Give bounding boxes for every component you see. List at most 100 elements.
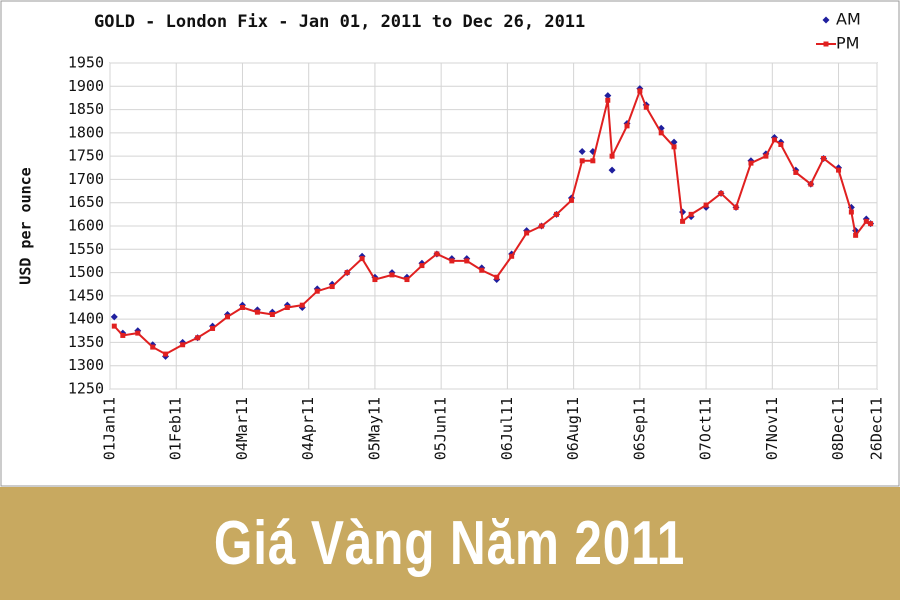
legend-label: PM [836,34,859,53]
point [688,211,694,217]
point [120,332,126,338]
x-tick-label: 06Sep11 [630,397,648,460]
y-tick-label: 1650 [68,193,104,211]
x-tick-label: 01Jan11 [101,397,119,460]
point [643,104,649,110]
y-tick-label: 1350 [68,333,104,351]
x-tick-label: 06Aug11 [564,397,582,460]
point [225,314,231,320]
point [269,311,275,317]
point [372,277,378,283]
point [314,288,320,294]
point [568,197,574,203]
y-tick-label: 1450 [68,286,104,304]
point [111,323,117,329]
legend-label: AM [836,10,861,29]
y-tick-label: 1600 [68,217,104,235]
point [848,209,854,215]
point [404,277,410,283]
point [868,221,874,227]
point [479,267,485,273]
y-tick-label: 1400 [68,310,104,328]
point [578,147,586,155]
point [658,130,664,136]
point [195,335,201,341]
point [135,330,141,336]
legend-marker [823,41,829,47]
point [494,274,500,280]
chart: GOLD - London Fix - Jan 01, 2011 to Dec … [0,0,900,487]
point [389,272,395,278]
y-tick-label: 1900 [68,77,104,95]
point [590,158,596,164]
point [703,202,709,208]
point [637,88,643,94]
point [821,155,827,161]
point [680,218,686,224]
point [853,232,859,238]
y-tick-label: 1250 [68,380,104,398]
point [359,256,365,262]
point [863,218,869,224]
y-tick-label: 1700 [68,170,104,188]
y-tick-label: 1300 [68,356,104,374]
point [434,251,440,257]
point [254,309,260,315]
banner: Giá Vàng Năm 2011 [0,487,900,600]
point [808,181,814,187]
y-tick-label: 1950 [68,54,104,72]
x-tick-label: 07Nov11 [763,397,781,460]
point [329,284,335,290]
point [344,270,350,276]
point [524,230,530,236]
y-tick-label: 1500 [68,263,104,281]
point [771,137,777,143]
point [748,160,754,166]
point [836,167,842,173]
x-tick-label: 26Dec11 [868,397,886,460]
x-tick-label: 08Dec11 [829,397,847,460]
point [239,305,245,310]
point [778,142,784,147]
series-line [113,88,872,356]
point [419,263,425,269]
point [110,313,118,321]
point [464,258,470,264]
point [793,169,799,175]
point [163,351,169,357]
chart-title: GOLD - London Fix - Jan 01, 2011 to Dec … [94,12,585,32]
point [604,92,612,100]
x-tick-label: 07Oct11 [697,397,715,460]
point [718,190,724,196]
y-tick-label: 1750 [68,147,104,165]
point [150,344,156,350]
point [449,258,455,264]
point [299,302,305,308]
point [554,211,560,217]
point [509,253,515,259]
x-tick-label: 06Jul11 [498,397,516,460]
point [579,158,585,164]
legend-marker [822,16,830,24]
point [671,144,677,150]
point [608,166,616,174]
x-tick-label: 01Feb11 [167,397,185,460]
y-tick-label: 1850 [68,100,104,118]
point [210,325,216,331]
x-tick-label: 04Apr11 [299,397,317,460]
point [284,305,290,310]
x-tick-label: 04Mar11 [233,397,251,460]
point [605,97,611,103]
point [624,123,630,129]
point [609,153,615,159]
y-axis-label: USD per ounce [17,167,35,284]
point [539,223,545,229]
y-tick-label: 1800 [68,123,104,141]
point [763,153,769,159]
point [180,342,186,348]
y-tick-label: 1550 [68,240,104,258]
banner-text: Giá Vàng Năm 2011 [214,509,686,578]
x-tick-label: 05May11 [365,397,383,460]
x-tick-label: 05Jun11 [432,397,450,460]
